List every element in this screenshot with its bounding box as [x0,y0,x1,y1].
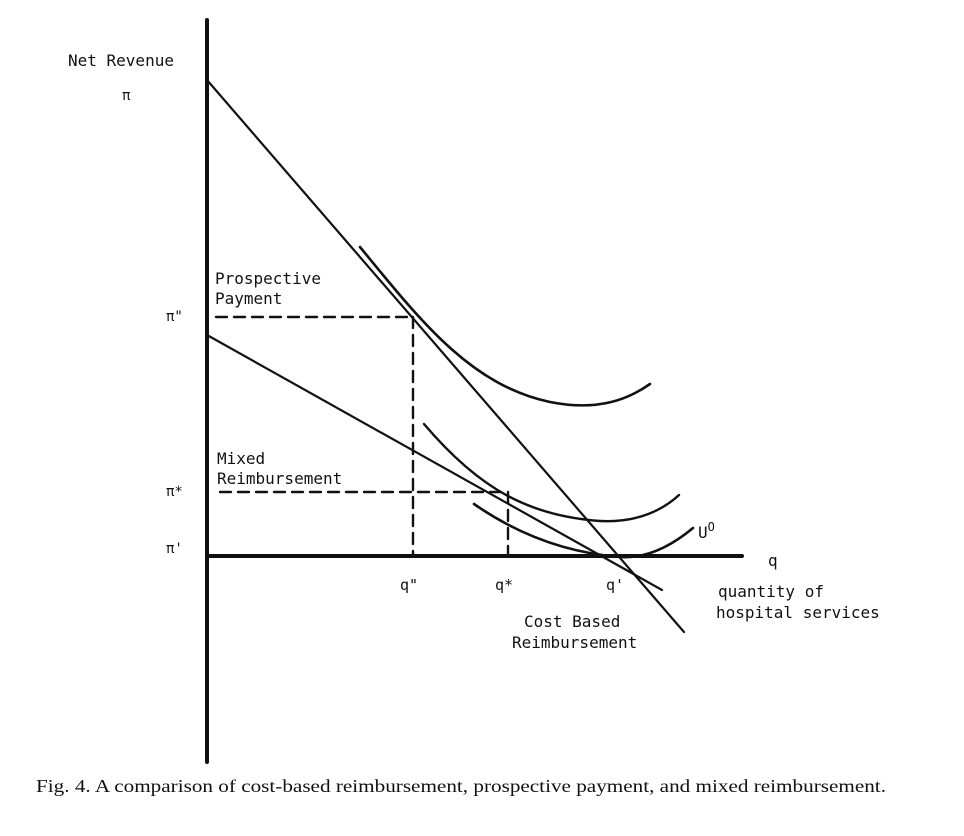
indifference-curve-middle [422,422,681,523]
x-axis-description-line2: hospital services [716,603,880,622]
pi-prime-label: π' [166,541,183,557]
indifference-curve-upper [358,245,652,407]
prospective-payment-label-line2: Payment [215,289,282,308]
cost-based-reimbursement-label-line1: Cost Based [524,612,620,631]
pi-star-label: π* [166,484,183,500]
figure-caption: Fig. 4. A comparison of cost-based reimb… [36,776,886,796]
q-star-label: q* [495,576,513,594]
y-axis-symbol: π [122,88,131,104]
q-prime-label: q' [606,576,624,594]
prospective-payment-line [205,78,686,634]
indifference-curve-lower [472,502,695,559]
x-axis-symbol: q [768,551,778,570]
mixed-reimbursement-label-line2: Reimbursement [217,469,342,488]
mixed-reimbursement-label-line1: Mixed [217,449,265,468]
y-axis-title: Net Revenue [68,51,174,70]
x-axis-description-line1: quantity of [718,582,824,601]
indifference-curve-label: UO [698,520,715,542]
mixed-reimbursement-line [205,333,664,592]
cost-based-reimbursement-label-line2: Reimbursement [512,633,637,652]
pi-double-prime-label: π" [166,309,183,325]
prospective-payment-label-line1: Prospective [215,269,321,288]
q-double-prime-label: q" [400,576,418,594]
